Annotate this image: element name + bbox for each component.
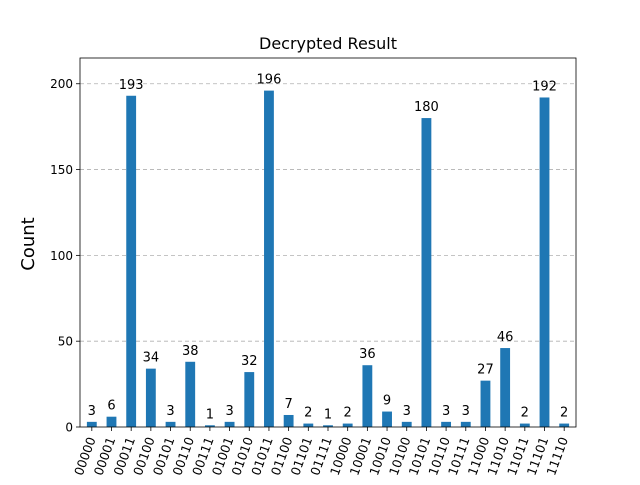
bar-value-label: 2 [304,406,312,421]
bar-value-label: 2 [521,406,529,421]
chart-title: Decrypted Result [259,34,397,53]
bar [86,421,97,427]
bar [283,414,294,427]
bar-value-label: 3 [403,404,411,419]
bar-value-label: 34 [143,351,160,366]
y-ticks: 0 50 100 150 200 [50,77,80,435]
bar-value-label: 193 [119,78,144,93]
bar-value-label: 36 [359,347,376,362]
bar [244,372,255,427]
grid-lines [80,83,576,342]
y-tick-label: 200 [50,77,73,91]
bar [519,423,530,427]
bar [559,423,570,427]
bar-value-label: 192 [532,79,557,94]
y-axis-label: Count [18,217,39,270]
bar [264,90,274,427]
bar [342,423,353,427]
bars [86,90,570,428]
bar-value-label: 3 [462,404,470,419]
bar [303,423,314,427]
bar [480,380,491,427]
bar-value-label: 7 [284,397,292,412]
bar-value-label: 38 [182,344,199,359]
bar [126,95,137,427]
y-tick-label: 150 [50,163,73,177]
bar [421,118,432,428]
bar-value-label: 3 [166,404,174,419]
bar [204,425,215,427]
bar [539,97,550,427]
bar-value-label: 196 [257,73,282,88]
bar [500,348,511,427]
bar [165,421,176,427]
bar-value-label: 3 [442,404,450,419]
bar-value-label: 1 [324,407,332,422]
bar-value-label: 6 [107,399,115,414]
bar [106,416,117,427]
bar-value-label: 180 [414,100,439,115]
bar-value-label: 9 [383,394,391,409]
bar-value-label: 2 [344,406,352,421]
bar-value-label: 1 [206,407,214,422]
bar [145,368,156,427]
bar [362,365,373,427]
bar-value-label: 46 [497,330,514,345]
bar-value-label: 27 [477,363,494,378]
bar [224,421,235,427]
bar-value-label: 32 [241,354,258,369]
bar [441,421,452,427]
y-tick-label: 50 [58,335,73,349]
bar [323,425,333,427]
bar-value-label: 2 [560,406,568,421]
y-tick-label: 100 [50,249,73,263]
bar-value-label: 3 [88,404,96,419]
bar [401,421,412,427]
bar [460,421,471,427]
bar [185,361,196,427]
y-tick-label: 0 [65,421,73,435]
bar [382,411,392,427]
bar-value-label: 3 [225,404,233,419]
